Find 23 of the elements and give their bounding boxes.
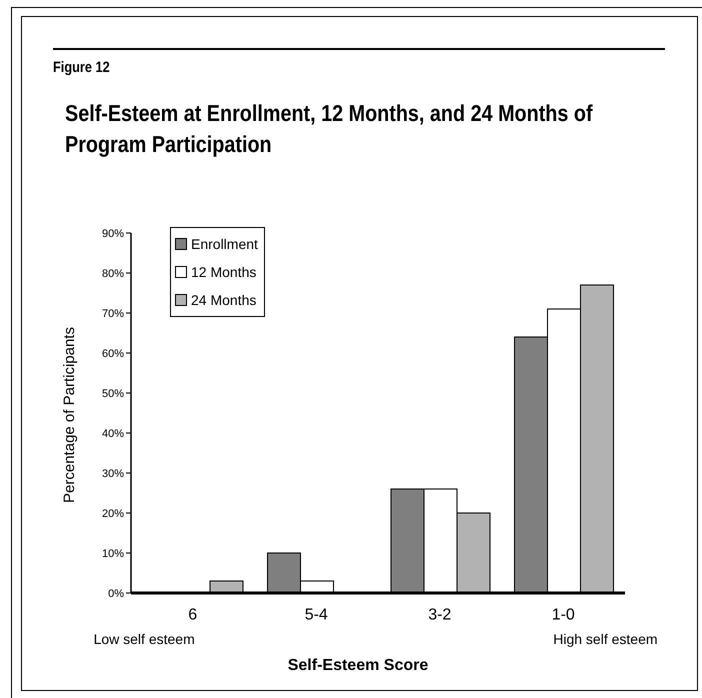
y-tick-label: 90% — [102, 228, 124, 240]
y-axis-title: Percentage of Participants — [60, 326, 79, 505]
legend-label: 24 Months — [191, 292, 256, 308]
y-tick-label: 80% — [102, 268, 124, 280]
x-tick-label: 3-2 — [428, 606, 452, 624]
y-tick-label: 10% — [102, 548, 124, 560]
x-tick-label: 5-4 — [304, 606, 328, 624]
chart-title: Self-Esteem at Enrollment, 12 Months, and 24 Months of Program Participation — [65, 99, 594, 159]
x-axis-title: Self-Esteem Score — [286, 656, 430, 676]
y-tick-label: 50% — [102, 388, 124, 400]
y-tick-label: 0% — [108, 588, 124, 600]
y-tick-label: 30% — [102, 468, 124, 480]
text: Low self esteem — [94, 630, 195, 648]
legend-label: 12 Months — [191, 264, 256, 280]
y-tick-label: 40% — [102, 428, 124, 440]
y-tick-label: 20% — [102, 508, 124, 520]
y-tick-label: 60% — [102, 348, 124, 360]
x-tick-label: 1-0 — [552, 606, 575, 624]
legend-label: Enrollment — [191, 236, 258, 252]
y-tick-label: 70% — [102, 308, 124, 320]
x-tick-label: 6 — [188, 606, 198, 624]
text: High self esteem — [553, 630, 658, 648]
caption: Figure 12 — [53, 59, 110, 77]
